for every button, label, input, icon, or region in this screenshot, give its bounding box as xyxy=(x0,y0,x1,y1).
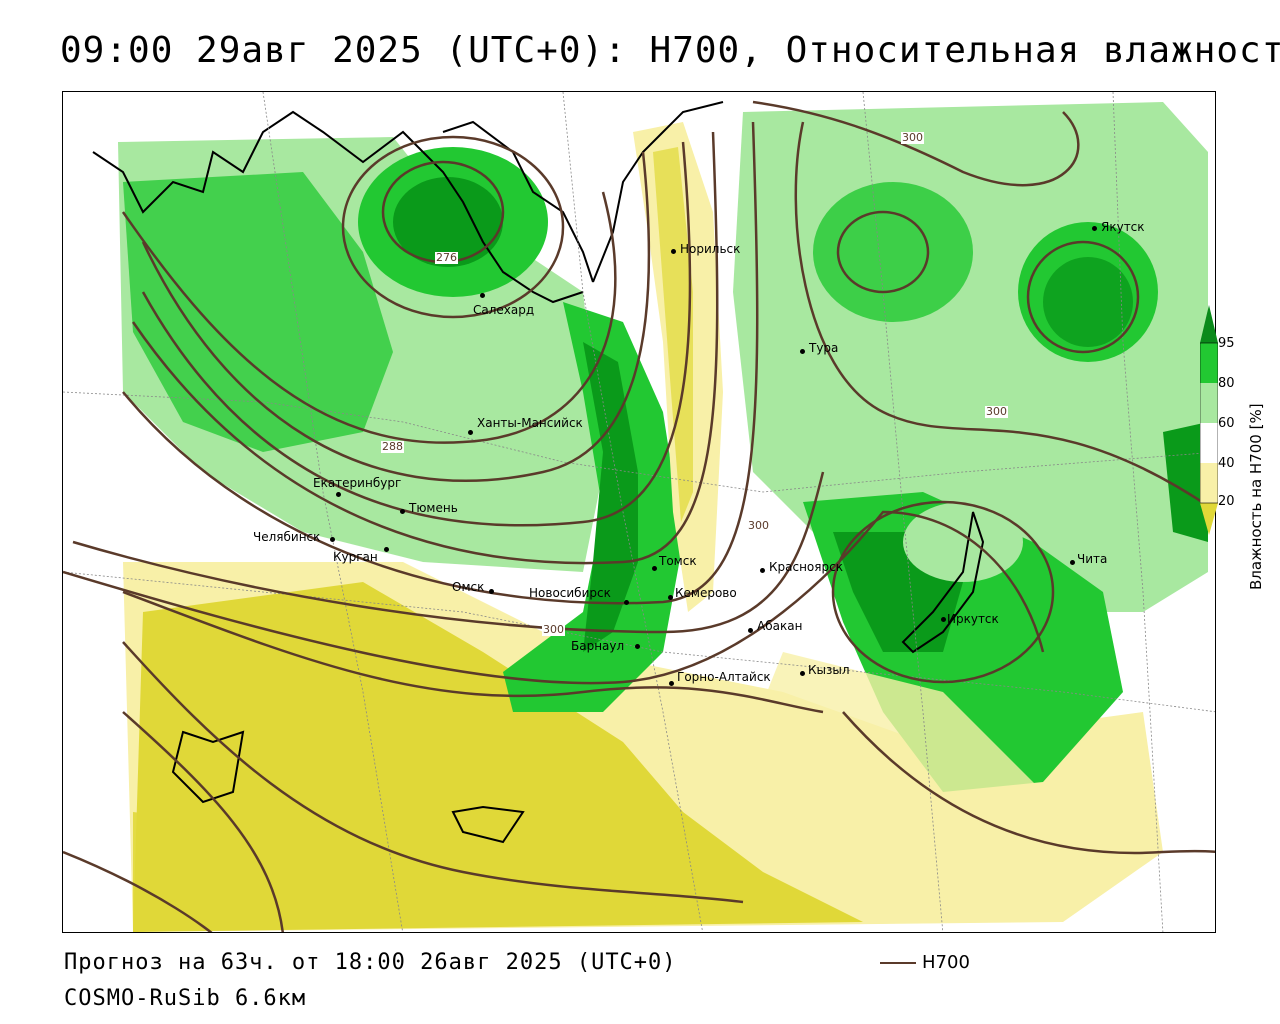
city-label-abakan: Абакан xyxy=(757,619,803,633)
humidity-colorbar xyxy=(1200,305,1218,535)
city-label-omsk: Омск xyxy=(452,580,485,594)
colorbar-tick-40: 40 xyxy=(1218,456,1235,471)
city-marker xyxy=(489,589,494,594)
city-marker xyxy=(624,600,629,605)
city-marker xyxy=(748,628,753,633)
h700-contours xyxy=(63,100,1215,932)
colorbar-tick-80: 80 xyxy=(1218,376,1235,391)
contour-legend: H700 xyxy=(880,952,970,973)
city-label-novosibirsk: Новосибирск xyxy=(529,586,611,600)
isoline-label-300-east: 300 xyxy=(985,405,1008,418)
isoline-label-300-north: 300 xyxy=(901,131,924,144)
city-marker xyxy=(760,568,765,573)
city-marker xyxy=(671,249,676,254)
city-label-barnaul: Барнаул xyxy=(571,639,625,653)
city-marker xyxy=(652,566,657,571)
city-label-yakutsk: Якутск xyxy=(1101,220,1145,234)
city-label-krasnoyarsk: Красноярск xyxy=(769,560,843,574)
city-label-chita: Чита xyxy=(1077,552,1108,566)
colorbar-tick-60: 60 xyxy=(1218,416,1235,431)
city-marker xyxy=(635,644,640,649)
city-marker xyxy=(669,681,674,686)
city-label-yekaterinburg: Екатеринбург xyxy=(313,476,402,490)
isoline-label-288: 288 xyxy=(381,440,404,453)
city-marker xyxy=(336,492,341,497)
city-label-kyzyl: Кызыл xyxy=(808,663,850,677)
city-label-salekhard: Салехард xyxy=(473,303,535,317)
city-marker xyxy=(800,671,805,676)
city-label-norilsk: Норильск xyxy=(680,242,741,256)
city-marker xyxy=(480,293,485,298)
coastlines xyxy=(92,101,985,844)
city-marker xyxy=(1092,226,1097,231)
city-label-tyumen: Тюмень xyxy=(409,501,458,515)
city-marker xyxy=(468,430,473,435)
city-label-gorno-altaysk: Горно-Алтайск xyxy=(677,670,771,684)
isoline-label-276: 276 xyxy=(435,251,458,264)
humidity-field xyxy=(118,102,1208,932)
city-label-tura: Тура xyxy=(809,341,839,355)
map-title: 09:00 29авг 2025 (UTC+0): H700, Относите… xyxy=(60,30,1280,71)
isoline-label-300-south: 300 xyxy=(542,623,565,636)
colorbar-title: Влажность на H700 [%] xyxy=(1247,403,1265,590)
city-marker xyxy=(800,349,805,354)
contour-legend-label: H700 xyxy=(922,952,970,973)
city-label-khanty-mansiysk: Ханты-Мансийск xyxy=(477,416,583,430)
model-name: COSMO-RuSib 6.6км xyxy=(64,986,307,1011)
colorbar-tick-95: 95 xyxy=(1218,336,1235,351)
colorbar-tick-20: 20 xyxy=(1218,494,1235,509)
humidity-map: 276 288 300 300 300 300 Норильск Салехар… xyxy=(62,91,1216,933)
city-label-irkutsk: Иркутск xyxy=(947,612,999,626)
city-marker xyxy=(941,617,946,622)
city-marker xyxy=(400,509,405,514)
map-canvas xyxy=(63,92,1215,932)
city-label-chelyabinsk: Челябинск xyxy=(253,530,321,544)
city-marker xyxy=(1070,560,1075,565)
forecast-info: Прогноз на 63ч. от 18:00 26авг 2025 (UTC… xyxy=(64,950,677,975)
city-marker xyxy=(384,547,389,552)
contour-legend-line xyxy=(880,962,916,964)
isoline-label-300-center: 300 xyxy=(747,519,770,532)
city-marker xyxy=(330,537,335,542)
city-label-kurgan: Курган xyxy=(333,550,378,564)
city-marker xyxy=(668,595,673,600)
city-label-kemerovo: Кемерово xyxy=(675,586,737,600)
city-label-tomsk: Томск xyxy=(659,554,697,568)
